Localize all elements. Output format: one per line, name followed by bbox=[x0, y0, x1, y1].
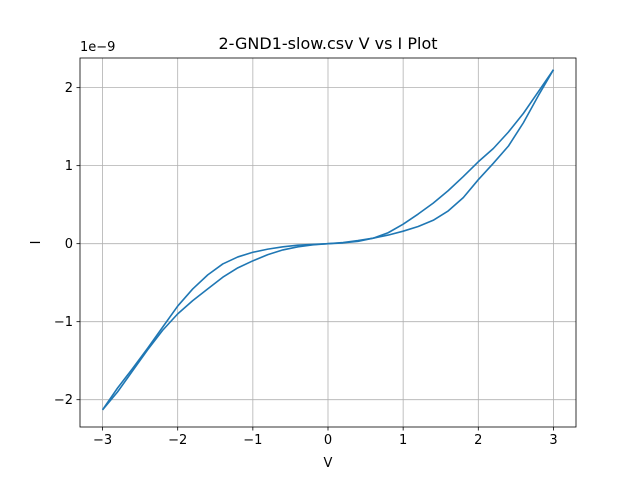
y-tick-label: −2 bbox=[54, 393, 73, 408]
y-axis-label: I bbox=[29, 241, 44, 245]
x-tick-label: 2 bbox=[474, 433, 482, 448]
grid bbox=[80, 58, 576, 427]
y-tick-label: 0 bbox=[65, 237, 73, 252]
y-tick-label: 2 bbox=[65, 81, 73, 96]
x-axis-label: V bbox=[324, 456, 333, 471]
y-tick-label: 1 bbox=[65, 159, 73, 174]
series-line-2 bbox=[101, 69, 555, 411]
series-layer bbox=[101, 69, 555, 411]
x-tick-label: −1 bbox=[243, 433, 262, 448]
x-tick-label: 3 bbox=[549, 433, 557, 448]
chart-title: 2-GND1-slow.csv V vs I Plot bbox=[218, 34, 437, 53]
x-tick-label: −3 bbox=[93, 433, 112, 448]
ticks: −3 −2 −1 0 1 2 3 −2 −1 0 1 2 bbox=[54, 81, 558, 448]
x-tick-label: 1 bbox=[399, 433, 407, 448]
x-tick-label: −2 bbox=[168, 433, 187, 448]
y-tick-label: −1 bbox=[54, 315, 73, 330]
y-offset-label: 1e−9 bbox=[80, 40, 115, 55]
x-tick-label: 0 bbox=[324, 433, 332, 448]
